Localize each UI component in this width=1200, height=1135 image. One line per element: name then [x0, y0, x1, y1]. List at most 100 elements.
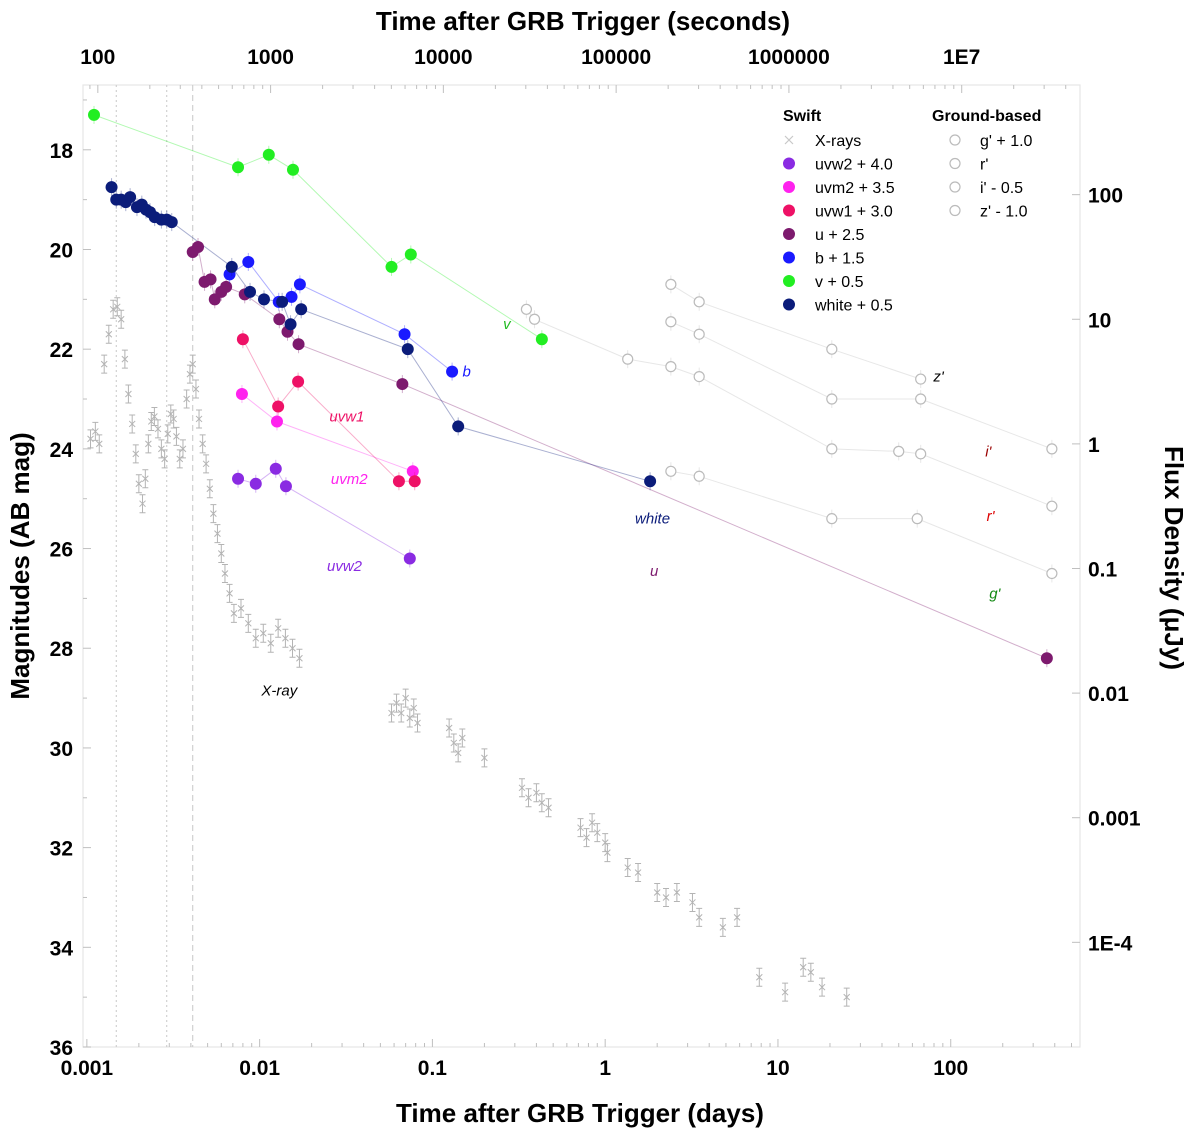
xray-point [206, 479, 214, 499]
xray-point [154, 419, 162, 439]
data-point [408, 475, 421, 488]
xray-point [843, 987, 851, 1007]
x-axis-title: Time after GRB Trigger (days) [396, 1098, 764, 1128]
xray-point [128, 414, 136, 434]
legend-marker [783, 204, 795, 217]
xray-point [158, 439, 165, 459]
data-point [915, 448, 927, 460]
xray-point [95, 434, 103, 454]
y-tick-label: 26 [50, 539, 73, 562]
xray-point [818, 977, 826, 997]
fit-lines [93, 114, 1053, 659]
xray-point [113, 297, 121, 317]
xray-point [755, 967, 763, 987]
x-tick-label: 0.01 [239, 1057, 280, 1080]
x2-tick-label: 1000000 [748, 46, 830, 69]
xray-point [237, 598, 245, 618]
legend-label: white + 0.5 [814, 298, 893, 315]
data-point [235, 388, 248, 401]
xray-point [593, 823, 601, 843]
data-point [220, 280, 233, 293]
xray-point [538, 793, 546, 813]
xray-points [87, 297, 851, 1007]
legend-marker [783, 157, 795, 170]
data-point [826, 393, 838, 405]
fit-line [237, 468, 411, 559]
legend-label: u + 2.5 [815, 227, 864, 244]
annotation: b [463, 364, 471, 381]
fit-line [670, 321, 1053, 450]
xray-point [402, 688, 409, 708]
data-point [403, 552, 416, 565]
data-point [192, 240, 205, 253]
xray-point [161, 449, 168, 469]
data-point [276, 295, 289, 308]
annotation: uvw2 [327, 558, 363, 575]
legend-marker [949, 204, 961, 217]
xray-point [117, 309, 125, 329]
xray-point [135, 474, 143, 494]
legend-marker [783, 251, 795, 264]
xray-point [458, 728, 466, 748]
xray-point [105, 324, 113, 344]
xray-point [230, 603, 238, 623]
xray-point [289, 638, 296, 658]
xray-point [583, 828, 590, 848]
x2-tick-label: 100 [80, 46, 115, 69]
legend-marker [784, 135, 794, 145]
xray-point [388, 703, 395, 723]
data-point [665, 278, 677, 290]
y-axis-left: 18 20 22 24 26 28 30 32 34 36 [50, 99, 91, 1060]
annotation: X-ray [260, 683, 298, 700]
legend-marker [783, 298, 795, 311]
data-point [693, 370, 705, 383]
xray-point [450, 733, 458, 753]
legend-label: b + 1.5 [815, 251, 864, 268]
y2-tick-label: 1 [1088, 434, 1100, 457]
y-tick-label: 30 [50, 738, 73, 761]
legend-label: r' [980, 157, 988, 174]
y-tick-label: 22 [50, 339, 73, 362]
data-point [665, 465, 677, 477]
xray-point [183, 389, 190, 409]
y-tick-label: 36 [50, 1037, 73, 1060]
xray-point [173, 426, 180, 446]
x-tick-label: 100 [933, 1057, 968, 1080]
xray-point [282, 628, 289, 648]
legend-marker [783, 275, 795, 287]
xray-point [210, 504, 217, 524]
xray-point [406, 708, 414, 728]
annotation: v [503, 316, 512, 333]
xray-point [414, 713, 421, 733]
xray-point [217, 544, 225, 564]
xray-point [139, 494, 146, 514]
plot-frame [82, 84, 1081, 1048]
y-tick-label: 32 [50, 838, 73, 861]
legend-label: uvw2 + 4.0 [815, 157, 893, 174]
data-point [693, 328, 705, 340]
xray-point [252, 628, 260, 648]
x2-axis-title: Time after GRB Trigger (seconds) [376, 6, 790, 36]
x2-tick-label: 1000 [247, 46, 294, 69]
legend-marker [783, 228, 795, 240]
data-point [88, 108, 101, 121]
xray-point [533, 783, 540, 803]
data-point [392, 475, 405, 488]
xray-point [545, 798, 552, 818]
annotation: uvw1 [329, 408, 364, 425]
data-points [88, 105, 1058, 668]
annotation: i' [985, 443, 992, 460]
xray-point [454, 743, 462, 763]
annotation: z' [932, 369, 945, 386]
xray-point [192, 379, 200, 399]
xray-point [807, 962, 815, 982]
xray-point [733, 907, 741, 927]
data-point [249, 477, 262, 490]
fit-line [526, 308, 1053, 507]
data-point [826, 443, 838, 455]
x-axis-top: 100 1000 10000 100000 1000000 1E7 [80, 46, 1067, 93]
xray-point [214, 524, 221, 544]
xray-point [221, 563, 229, 583]
xray-point [267, 633, 275, 653]
y2-tick-label: 0.001 [1088, 808, 1141, 831]
